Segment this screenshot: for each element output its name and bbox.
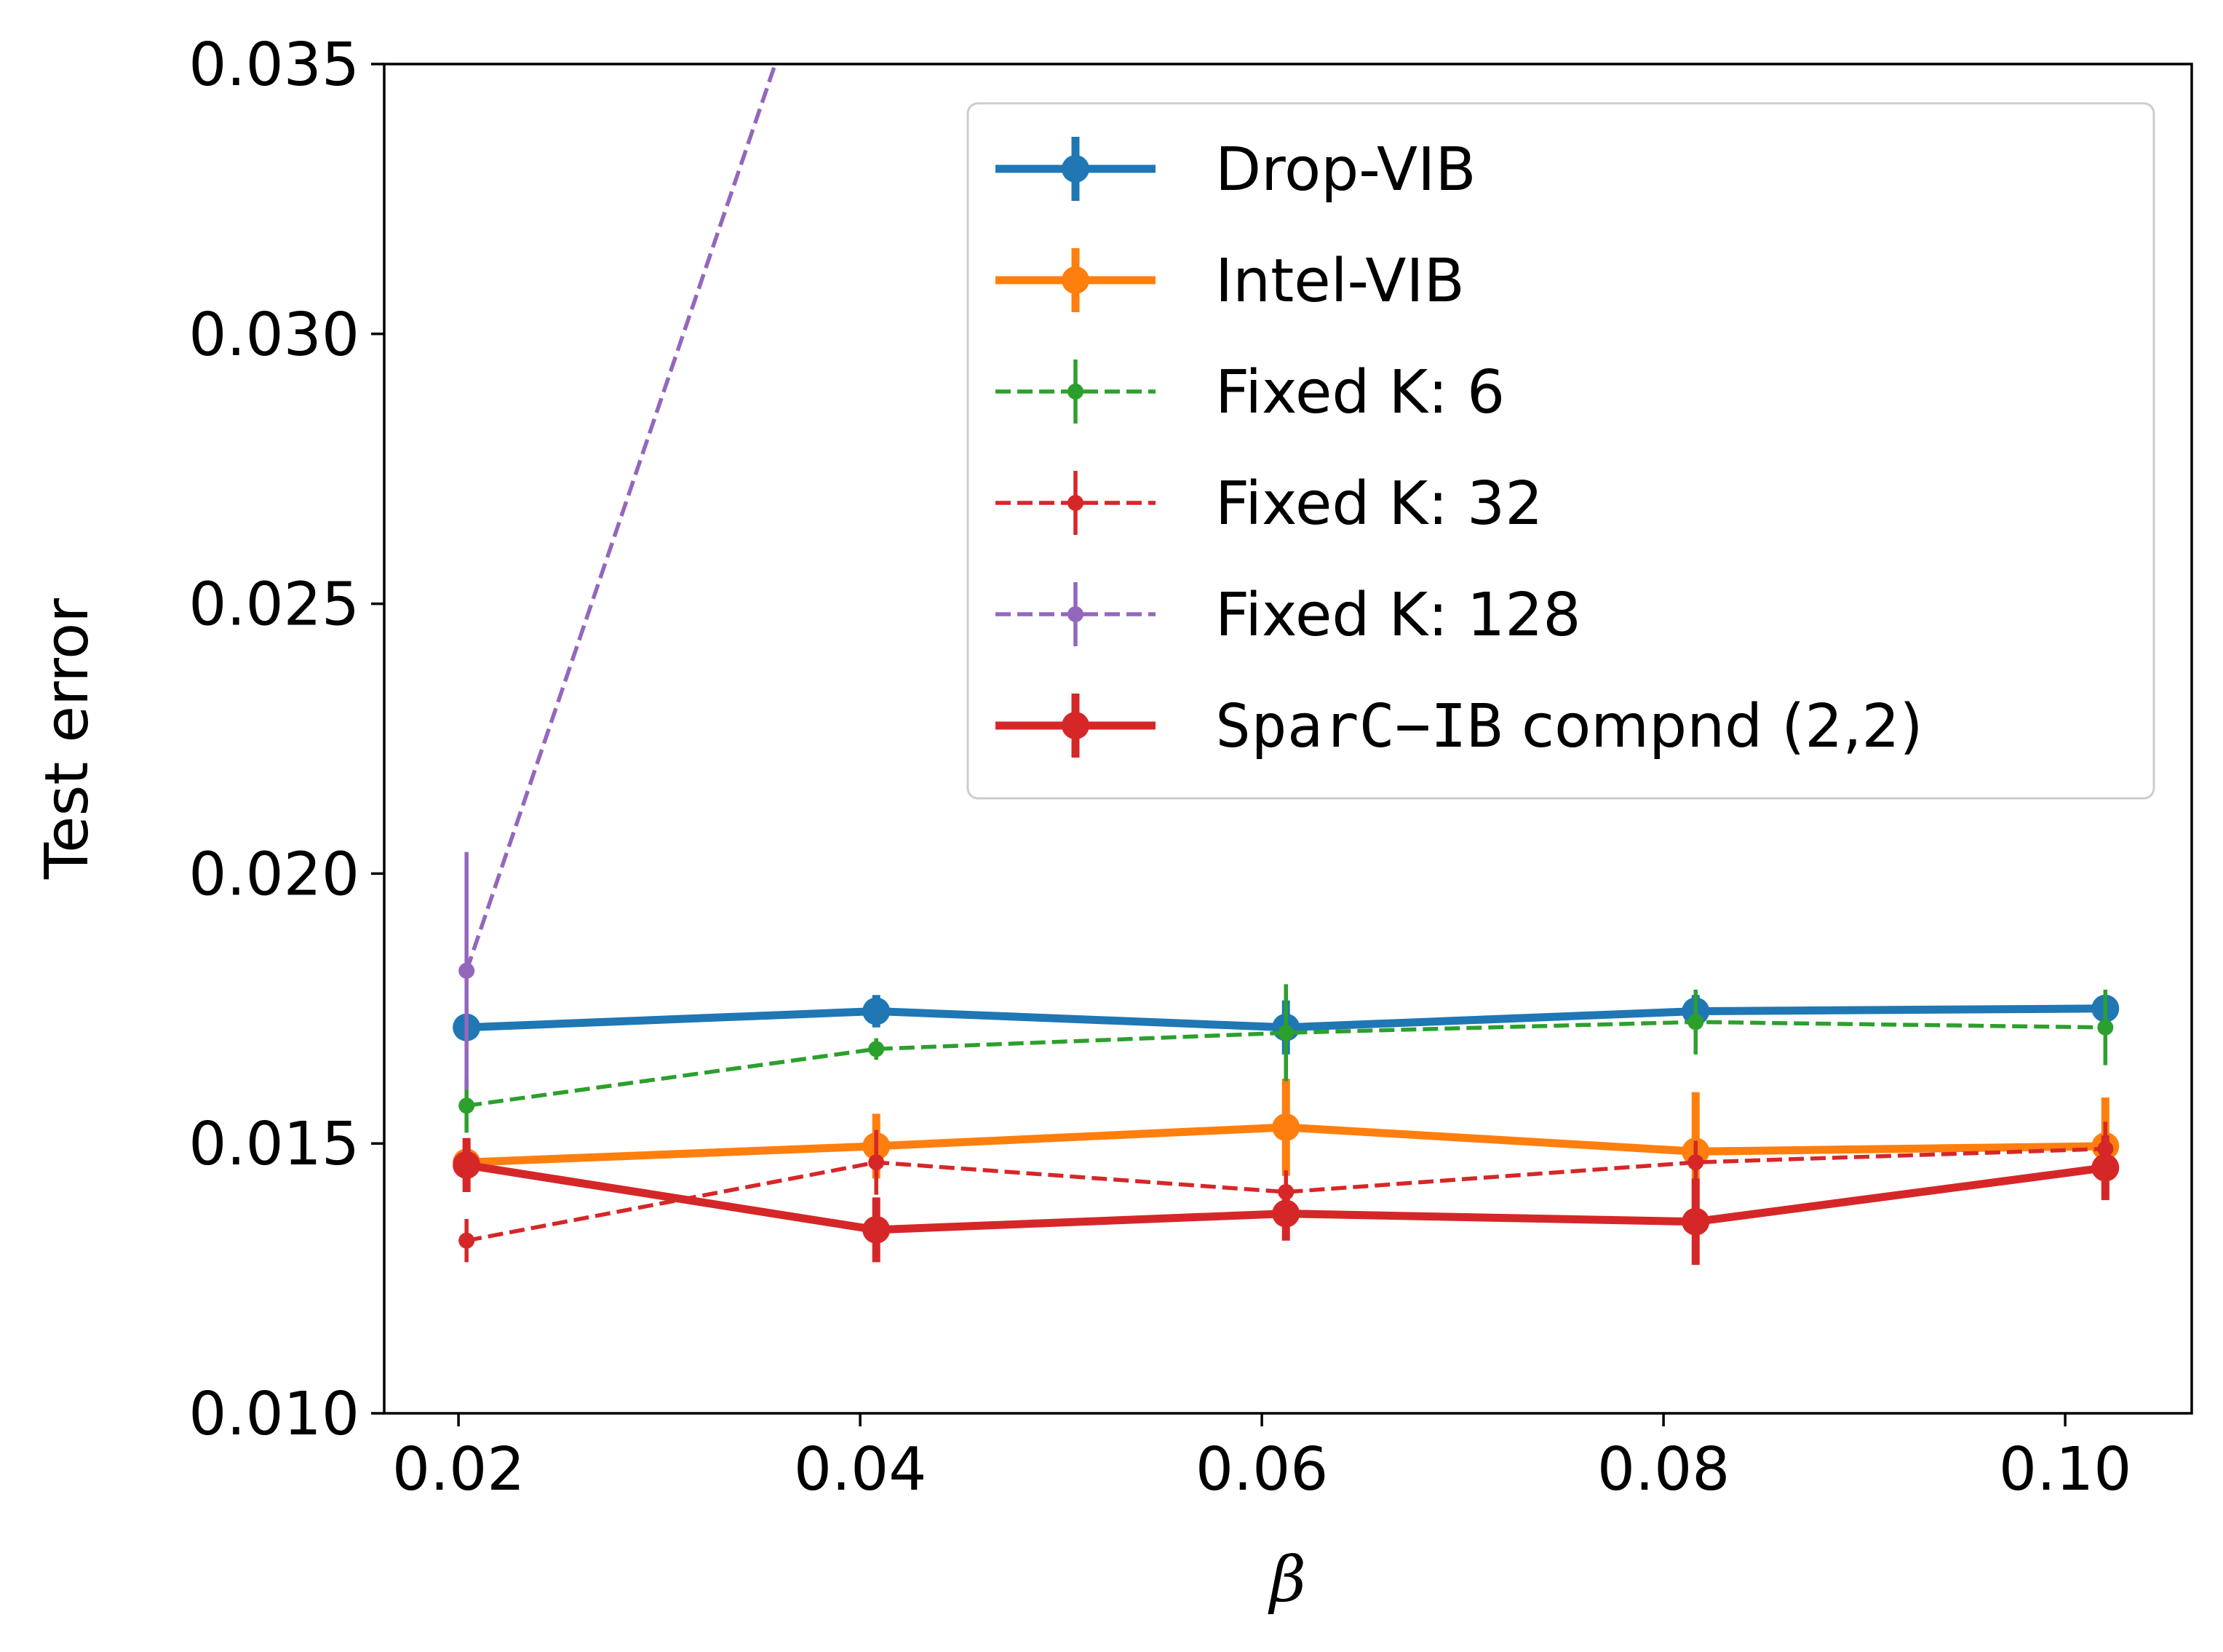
legend-label: SparC−IB compnd (2,2) (1215, 692, 1923, 761)
axes-frame (383, 63, 2193, 1415)
y-tick-label: 0.020 (188, 840, 359, 909)
legend-entry-fixed-k-128: Fixed K: 128 (995, 581, 1581, 650)
data-point (1687, 1154, 1704, 1171)
y-axis: 0.010 0.015 0.020 0.025 0.030 0.035 (188, 31, 384, 1449)
x-tick-label: 0.08 (1597, 1435, 1730, 1504)
legend-entry-fixed-k-32: Fixed K: 32 (995, 469, 1543, 539)
data-point (458, 962, 475, 979)
legend-marker (1067, 384, 1083, 400)
data-point (458, 1232, 475, 1249)
legend-label: Intel-VIB (1215, 247, 1465, 316)
x-tick-label: 0.04 (794, 1435, 927, 1504)
legend-marker (1062, 266, 1089, 294)
legend-entry-sparc-ib-compnd-2-2: SparC−IB compnd (2,2) (995, 692, 1923, 761)
series-line (464, 64, 778, 972)
x-tick-label: 0.06 (1196, 1435, 1329, 1504)
y-tick-label: 0.035 (188, 31, 359, 100)
legend-box (966, 102, 2155, 800)
data-point (868, 1041, 885, 1057)
legend-marker (1067, 495, 1083, 511)
y-tick-label: 0.030 (188, 301, 359, 370)
x-axis-label: β (1268, 1544, 1306, 1616)
series-fixed-k-128 (458, 64, 778, 1090)
data-point (1272, 1199, 1300, 1228)
data-point (458, 1097, 475, 1114)
data-point (1682, 1207, 1710, 1236)
data-point (1687, 1014, 1704, 1030)
legend-marker (1062, 155, 1089, 183)
y-tick-label: 0.010 (188, 1380, 359, 1449)
legend-entry-intel-vib: Intel-VIB (995, 247, 1465, 316)
data-point (2091, 1153, 2120, 1182)
data-point (862, 1215, 891, 1244)
data-point (453, 1151, 481, 1179)
x-axis: 0.02 0.04 0.06 0.08 0.10 (392, 1413, 2132, 1504)
y-tick-label: 0.015 (188, 1110, 359, 1179)
legend-label-code: SparC−IB (1215, 692, 1503, 761)
legend-label-rest: compnd (2,2) (1503, 692, 1923, 761)
legend-marker (1062, 712, 1089, 739)
data-point (1272, 1113, 1300, 1141)
y-axis-label: Test error (33, 598, 102, 880)
legend-entry-drop-vib: Drop-VIB (995, 135, 1476, 204)
legend-label: Fixed K: 128 (1215, 581, 1581, 650)
legend-entry-fixed-k-6: Fixed K: 6 (995, 358, 1505, 427)
legend-label: Fixed K: 6 (1215, 358, 1505, 427)
x-tick-label: 0.10 (1999, 1435, 2132, 1504)
legend-label: Fixed K: 32 (1215, 469, 1543, 539)
data-point (868, 1154, 885, 1171)
y-tick-label: 0.025 (188, 571, 359, 640)
series-sparc-ib-compnd-2-2 (453, 1135, 2120, 1266)
data-point (2097, 1019, 2114, 1036)
series-line (466, 1020, 2106, 1108)
legend-label: Drop-VIB (1215, 135, 1476, 204)
legend: Drop-VIB Intel-VIB Fixed K: 6 Fixed K: 32 Fi… (966, 102, 2155, 800)
plot-area (453, 64, 2120, 1266)
data-point (1278, 1025, 1295, 1041)
x-tick-label: 0.02 (392, 1435, 525, 1504)
data-point (862, 997, 891, 1025)
legend-marker (1067, 606, 1083, 622)
